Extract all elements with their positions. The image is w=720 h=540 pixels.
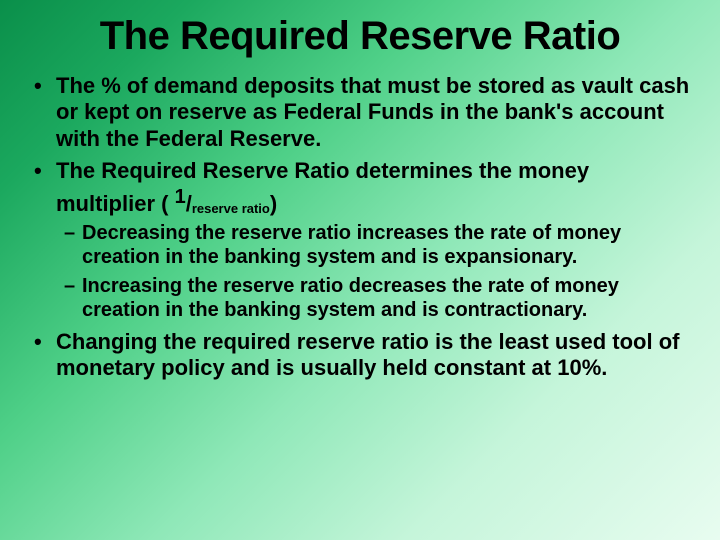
sub-bullet-text: Decreasing the reserve ratio increases t… [82, 222, 621, 268]
sub-bullet-text: Increasing the reserve ratio decreases t… [82, 275, 619, 321]
bullet-text: Changing the required reserve ratio is t… [56, 329, 679, 380]
bullet-text-post: ) [270, 191, 277, 216]
bullet-list: The % of demand deposits that must be st… [28, 73, 692, 381]
sub-bullet-item: Decreasing the reserve ratio increases t… [56, 221, 692, 270]
bullet-item: The Required Reserve Ratio determines th… [28, 158, 692, 322]
bullet-text: The % of demand deposits that must be st… [56, 73, 689, 151]
sub-bullet-list: Decreasing the reserve ratio increases t… [56, 221, 692, 323]
fraction: 1/reserve ratio [175, 191, 270, 216]
sub-bullet-item: Increasing the reserve ratio decreases t… [56, 274, 692, 323]
bullet-text-pre: The Required Reserve Ratio determines th… [56, 158, 589, 215]
slide-title: The Required Reserve Ratio [28, 14, 692, 59]
bullet-item: The % of demand deposits that must be st… [28, 73, 692, 152]
fraction-denominator: reserve ratio [192, 201, 270, 216]
fraction-numerator: 1 [175, 186, 186, 208]
bullet-item: Changing the required reserve ratio is t… [28, 329, 692, 382]
